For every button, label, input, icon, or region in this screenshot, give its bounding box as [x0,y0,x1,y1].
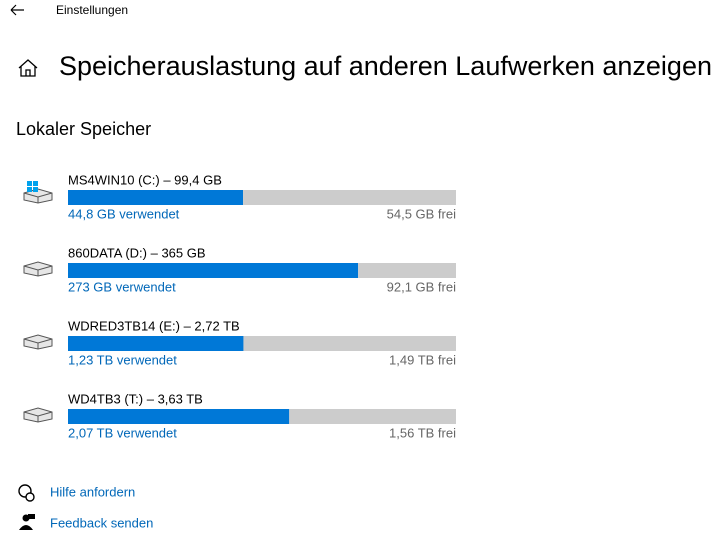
drive-name: WDRED3TB14 (E:) – 2,72 TB [68,318,240,333]
back-button[interactable] [10,4,24,16]
drive-edge [23,265,53,276]
used-label: 44,8 GB verwendet [68,206,180,221]
usage-free [289,409,456,424]
used-label: 2,07 TB verwendet [68,425,177,440]
section-heading: Lokaler Speicher [16,119,151,139]
drive-name: 860DATA (D:) – 365 GB [68,245,206,260]
windows-logo [27,181,38,192]
drive-icon [23,334,53,350]
free-label: 1,49 TB frei [389,352,456,367]
drive-icon [23,261,53,277]
link[interactable]: Feedback senden [50,515,153,530]
usage-used [68,190,244,205]
usage-used [68,336,244,351]
drive-edge [23,192,53,203]
page-title: Speicherauslastung auf anderen Laufwerke… [59,51,712,81]
free-label: 54,5 GB frei [387,206,456,221]
drive-list: MS4WIN10 (C:) – 99,4 GB 44,8 GB verwendet… [23,172,456,440]
usage-free [243,336,456,351]
used-label: 1,23 TB verwendet [68,352,177,367]
free-label: 1,56 TB frei [389,425,456,440]
drive-icon [23,181,53,204]
free-label: 92,1 GB frei [387,279,456,294]
link[interactable]: Hilfe anfordern [50,484,135,499]
drive-body [23,334,53,350]
used-label: 273 GB verwendet [68,279,176,294]
feedback-icon [19,514,35,530]
usage-used [68,409,290,424]
drive-name: MS4WIN10 (C:) – 99,4 GB [68,172,222,187]
window-title: Einstellungen [56,3,128,17]
usage-free [358,263,456,278]
drive-name: WD4TB3 (T:) – 3,63 TB [68,391,203,406]
drive-edge [23,411,53,422]
help-icon [18,484,35,502]
drive-icon [23,407,53,423]
drive-body [23,261,53,277]
usage-used [68,263,359,278]
drive-edge [23,338,53,349]
home-icon[interactable] [18,59,38,77]
usage-free [243,190,456,205]
drive-body [23,407,53,423]
